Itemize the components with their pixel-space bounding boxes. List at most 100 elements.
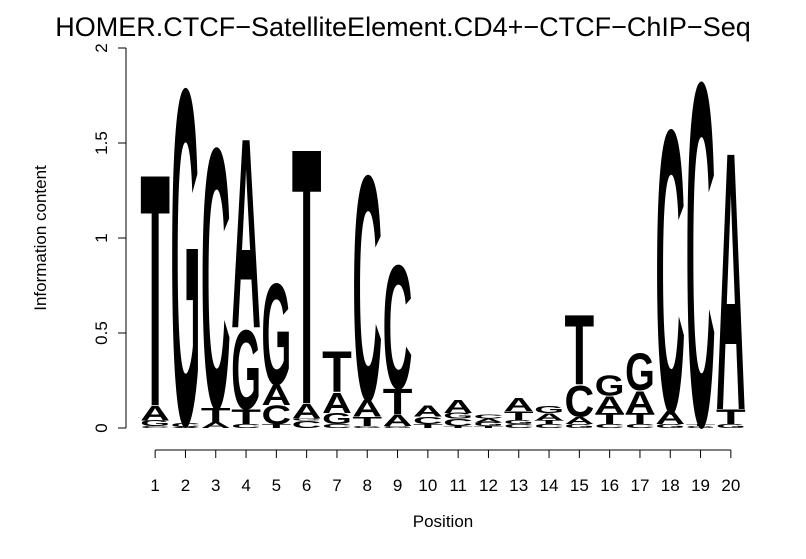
letter-C: C — [140, 426, 170, 429]
letter-C: C — [534, 423, 564, 429]
y-axis-label: Information content — [31, 165, 50, 311]
letter-T: T — [322, 341, 352, 405]
x-tick-label: 8 — [363, 476, 372, 495]
letter-C: C — [292, 419, 322, 431]
y-axis: 0 0.5 1 1.5 2 — [92, 43, 127, 433]
letter-A: A — [171, 427, 201, 428]
letter-C: C — [262, 401, 292, 430]
x-tick-label: 1 — [150, 476, 159, 495]
letter-G: G — [383, 426, 413, 429]
x-tick-label: 2 — [181, 476, 190, 495]
x-tick-label: 18 — [661, 476, 680, 495]
letter-C: C — [504, 423, 534, 429]
letter-T: T — [565, 294, 595, 406]
letter-T: T — [201, 403, 231, 427]
letter-A: A — [231, 83, 261, 386]
letter-G: G — [443, 411, 473, 420]
letter-A: A — [716, 74, 746, 487]
x-axis: 1 2 3 4 5 6 7 8 9 10 11 12 13 14 15 16 17 18 19 20 — [150, 449, 740, 495]
letter-C: C — [322, 423, 352, 429]
x-tick-label: 4 — [241, 476, 250, 495]
x-tick-label: 14 — [540, 476, 559, 495]
letter-A: A — [565, 415, 595, 427]
letter-C: C — [595, 423, 625, 429]
letter-G: G — [231, 306, 261, 433]
x-tick-label: 5 — [272, 476, 281, 495]
y-tick-label: 1.5 — [92, 131, 111, 155]
letter-C: C — [171, 422, 201, 428]
letter-stack-20: GTA — [716, 74, 746, 487]
letter-A: A — [595, 392, 625, 418]
x-tick-label: 7 — [332, 476, 341, 495]
letter-C: C — [625, 423, 655, 429]
letter-A: A — [534, 411, 564, 423]
y-tick-label: 0.5 — [92, 321, 111, 345]
letter-T: T — [383, 382, 413, 423]
letter-T: T — [625, 410, 655, 428]
x-tick-label: 6 — [302, 476, 311, 495]
letter-C: C — [383, 230, 413, 427]
letter-C: C — [201, 71, 231, 487]
letter-stack-2: ACG — [171, 0, 201, 526]
y-tick-label: 1 — [92, 233, 111, 242]
letter-C: C — [231, 423, 261, 429]
letter-A: A — [474, 418, 504, 424]
letter-stack-19: GTC — [686, 0, 716, 528]
letter-T: T — [262, 423, 292, 429]
letter-A: A — [443, 396, 473, 417]
x-tick-label: 10 — [418, 476, 437, 495]
letter-G: G — [474, 421, 504, 427]
letter-T: T — [231, 405, 261, 429]
letter-C: C — [443, 417, 473, 429]
x-tick-label: 15 — [570, 476, 589, 495]
x-tick-label: 13 — [509, 476, 528, 495]
letter-T: T — [716, 405, 746, 429]
letter-G: G — [595, 370, 625, 403]
letter-A: A — [383, 412, 413, 430]
y-tick-label: 0 — [92, 423, 111, 432]
letter-G: G — [171, 0, 201, 526]
letter-T: T — [352, 414, 382, 429]
letter-G: G — [504, 419, 534, 425]
letter-T: T — [534, 420, 564, 426]
letter-G: G — [565, 423, 595, 429]
letter-T: T — [140, 106, 170, 477]
x-tick-label: 17 — [630, 476, 649, 495]
letter-A: A — [140, 401, 170, 425]
letter-G: G — [352, 426, 382, 429]
letter-C: C — [413, 415, 443, 427]
letter-C: C — [686, 0, 716, 528]
y-tick-label: 2 — [92, 43, 111, 52]
letter-A: A — [201, 421, 231, 430]
letter-C: C — [352, 108, 382, 469]
letter-T: T — [474, 426, 504, 429]
letter-C: C — [655, 45, 685, 497]
letter-G: G — [716, 423, 746, 429]
x-axis-label: Position — [413, 512, 473, 531]
letter-A: A — [352, 396, 382, 422]
x-tick-label: 19 — [691, 476, 710, 495]
letter-G: G — [262, 254, 292, 415]
x-tick-label: 11 — [449, 476, 467, 495]
letter-A: A — [413, 402, 443, 420]
letter-A: A — [625, 384, 655, 419]
letter-G: G — [322, 411, 352, 428]
letter-stack-10: TCA — [413, 402, 443, 429]
letter-G: G — [140, 419, 170, 428]
letter-G: G — [625, 342, 655, 402]
x-tick-label: 20 — [721, 476, 740, 495]
